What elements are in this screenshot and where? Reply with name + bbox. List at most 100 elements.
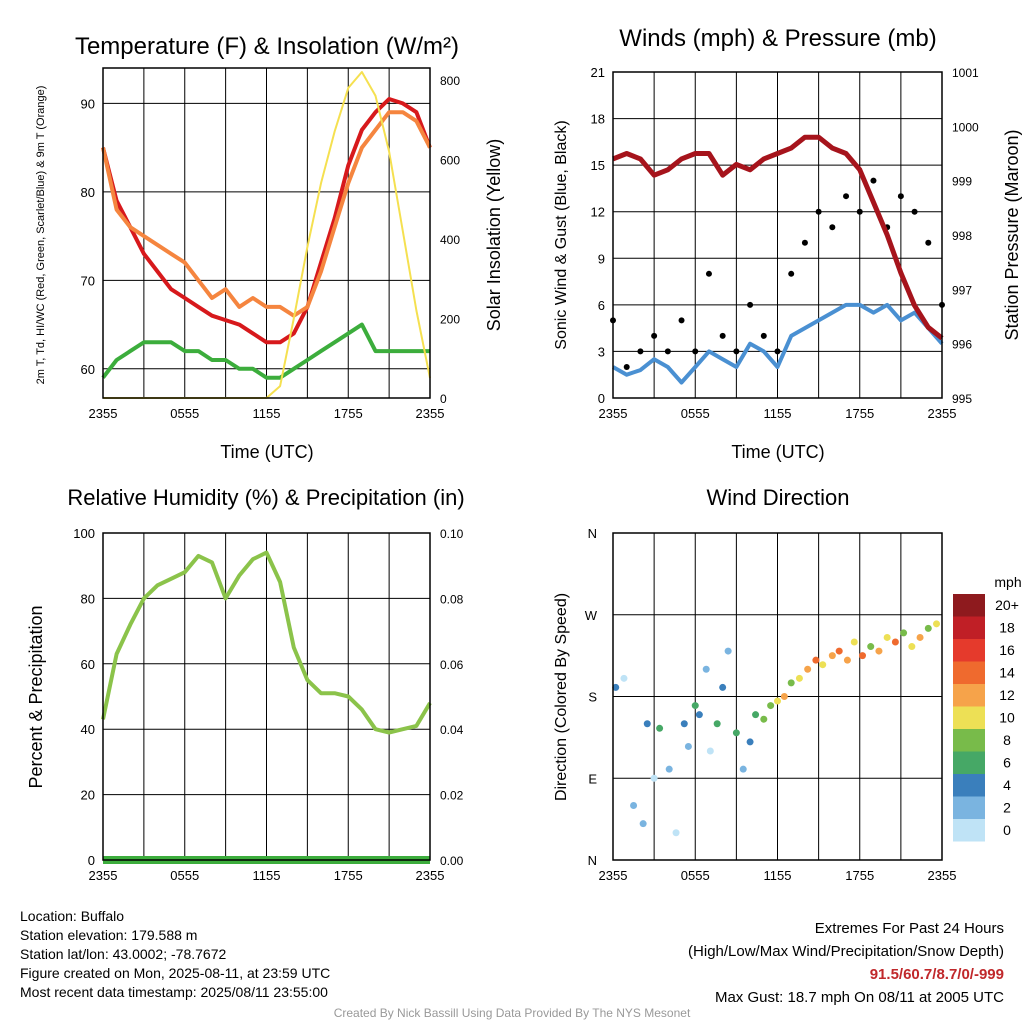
colorbar-label: 0 [1003,822,1011,838]
recent-text: Most recent data timestamp: 2025/08/11 2… [20,984,328,1000]
direction-point [760,715,768,723]
gust-point [623,363,630,370]
temp-y2-tick: 200 [440,312,460,326]
colorbar-label: 18 [999,620,1015,636]
colorbar-label: 16 [999,642,1015,658]
colorbar-label: 2 [1003,800,1011,816]
colorbar-label: 6 [1003,755,1011,771]
direction-point [680,720,688,728]
direction-point [875,647,883,655]
latlon-text: Station lat/lon: 43.0002; -78.7672 [20,946,227,962]
rh-x-tick: 1755 [334,868,363,883]
wind-y-tick: 9 [598,251,605,266]
direction-y-tick: N [588,526,597,541]
gust-point [870,177,877,184]
wind-y-tick: 15 [591,158,605,173]
direction-point [650,774,658,782]
rh-y-tick: 0 [88,853,95,868]
temp-x-tick: 1755 [334,406,363,421]
temp-y2-tick: 600 [440,153,460,167]
colorbar-label: 8 [1003,732,1011,748]
colorbar-swatch [953,594,985,617]
rh-y2-tick: 0.06 [440,658,464,672]
colorbar-swatch [953,661,985,684]
direction-point [702,665,710,673]
rh-x-tick: 2355 [416,868,445,883]
gust-point [801,239,808,246]
temp-y-label-left: 2m T, Td, HI/WC (Red, Green, Scarlet/Blu… [35,86,47,385]
direction-point [828,652,836,660]
max-gust-text: Max Gust: 18.7 mph On 08/11 at 2005 UTC [714,989,1004,1006]
rh-frame [102,532,431,861]
wind-x-tick: 2355 [599,406,628,421]
wind-y2-tick: 999 [952,175,972,189]
colorbar-swatch [953,684,985,707]
temp-frame [102,67,431,399]
direction-point [630,802,638,809]
gust-point [733,348,740,355]
direction-point [665,765,673,773]
colorbar-swatch [953,729,985,752]
direction-point [672,829,680,837]
colorbar-swatch [953,819,985,842]
gust-point [843,193,850,200]
colorbar-label: 10 [999,710,1015,726]
temp-chart-title: Temperature (F) & Insolation (W/m²) [75,33,459,60]
gust-point [692,348,699,355]
rh-y-tick: 60 [81,657,95,672]
location-text: Location: Buffalo [20,908,125,924]
direction-point [891,638,899,646]
created-text: Figure created on Mon, 2025-08-11, at 23… [20,965,331,981]
temp-x-tick: 2355 [416,406,445,421]
temp-x-tick: 2355 [89,406,118,421]
rh-x-tick: 0555 [170,868,199,883]
direction-point [684,742,692,750]
rh-y2-tick: 0.10 [440,527,464,541]
wind-x-label: Time (UTC) [731,442,824,462]
colorbar-swatch [953,706,985,729]
rh-x-tick: 1155 [253,868,281,883]
direction-point [908,643,916,651]
colorbar-label: 12 [999,687,1015,703]
direction-point [780,693,788,700]
direction-point [719,683,727,691]
temp-y2-tick: 400 [440,233,460,247]
direction-point [795,674,803,682]
temp-y-label-right: Solar Insolation (Yellow) [484,139,504,331]
extremes-description: (High/Low/Max Wind/Precipitation/Snow De… [688,943,1004,960]
wind-y-tick: 18 [591,112,605,127]
direction-point [746,738,754,746]
direction-x-tick: 0555 [681,868,710,883]
direction-point [916,633,924,641]
gust-point [651,332,658,339]
direction-point [812,656,820,664]
rh-y-tick: 20 [81,788,95,803]
temp-series-temp_9m [101,110,432,318]
direction-point [767,702,775,710]
colorbar-label: 4 [1003,777,1011,793]
gust-point [664,348,671,355]
temp-x-label: Time (UTC) [220,442,313,462]
station-info: Location: Buffalo Station elevation: 179… [20,907,330,1002]
direction-point [691,702,699,710]
direction-point [724,647,732,655]
rh-chart-title: Relative Humidity (%) & Precipitation (i… [67,485,464,510]
temp-series-dewpoint [101,322,430,380]
direction-frame [612,532,943,861]
direction-point [858,652,866,660]
direction-chart-title: Wind Direction [706,485,849,510]
wind-series-pressure [612,134,944,341]
rh-y-tick: 80 [81,591,95,606]
direction-point [933,620,941,628]
temp-y2-tick: 800 [440,74,460,88]
direction-point [900,629,908,637]
direction-point [843,656,851,664]
wind-chart-title: Winds (mph) & Pressure (mb) [619,25,936,52]
direction-y-tick: W [585,608,598,623]
temp-y-tick: 60 [81,362,95,377]
gust-point [856,208,863,215]
colorbar-swatch [953,774,985,797]
rh-series-rh [101,550,432,735]
extremes-title: Extremes For Past 24 Hours [814,920,1004,937]
wind-y2-tick: 997 [952,283,972,297]
